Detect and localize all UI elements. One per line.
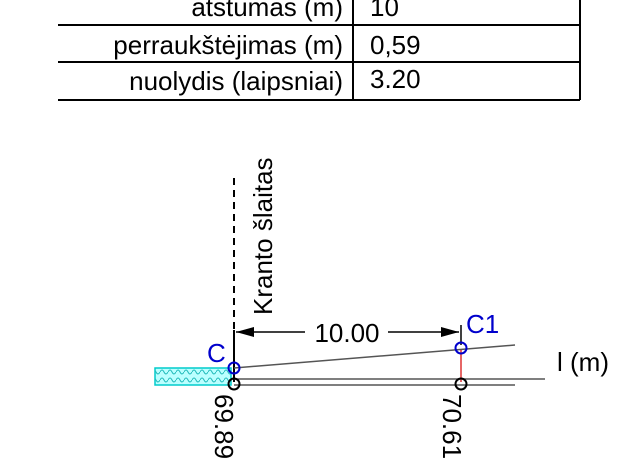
elevation-label: 70.61 [437,394,467,459]
row-label: atstumas (m) [191,0,343,22]
profile [154,178,545,391]
row-value: 0,59 [370,30,421,60]
table [58,0,581,101]
bank-label: Kranto šlaitas [248,157,278,315]
elevation-label: 69.89 [209,394,239,459]
row-value: 10 [370,0,399,22]
point-label: C [207,338,226,368]
axis-label: l (m) [557,347,609,377]
row-label: nuolydis (laipsniai) [129,66,343,96]
row-value: 3.20 [370,64,421,94]
point-label: C1 [466,309,499,339]
row-label: perraukštėjimas (m) [113,30,343,60]
distance-label: 10.00 [314,318,379,348]
